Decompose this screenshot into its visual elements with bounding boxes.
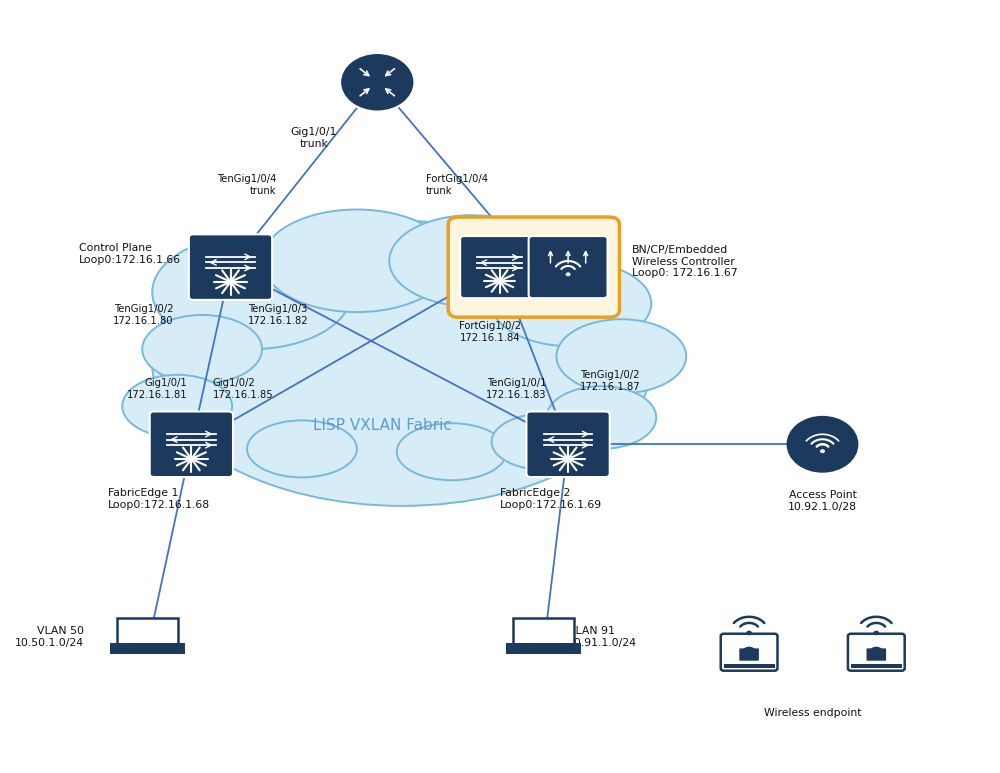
Ellipse shape <box>122 375 232 438</box>
Ellipse shape <box>152 235 352 349</box>
FancyBboxPatch shape <box>721 634 777 671</box>
FancyBboxPatch shape <box>526 411 610 477</box>
Text: TenGig1/0/2
172.16.1.87: TenGig1/0/2 172.16.1.87 <box>580 370 640 392</box>
Text: TenGig1/0/2
172.16.1.80: TenGig1/0/2 172.16.1.80 <box>113 304 174 325</box>
Text: VLAN 50
10.50.1.0/24: VLAN 50 10.50.1.0/24 <box>15 626 84 648</box>
FancyBboxPatch shape <box>506 643 581 654</box>
Text: FabricEdge 2
Loop0:172.16.1.69: FabricEdge 2 Loop0:172.16.1.69 <box>500 489 602 509</box>
Text: VLAN 91
10.91.1.0/24: VLAN 91 10.91.1.0/24 <box>568 626 637 648</box>
FancyBboxPatch shape <box>150 411 233 477</box>
Text: LISP VXLAN Fabric: LISP VXLAN Fabric <box>313 417 452 433</box>
FancyBboxPatch shape <box>189 234 272 300</box>
Text: FabricEdge 1
Loop0:172.16.1.68: FabricEdge 1 Loop0:172.16.1.68 <box>108 489 210 509</box>
Text: TenGig1/0/1
172.16.1.83: TenGig1/0/1 172.16.1.83 <box>486 378 547 400</box>
Text: TenGig1/0/3
172.16.1.82: TenGig1/0/3 172.16.1.82 <box>248 304 309 325</box>
FancyBboxPatch shape <box>110 643 185 654</box>
Text: FortGig1/0/4
trunk: FortGig1/0/4 trunk <box>426 174 488 196</box>
Text: Access Point
10.92.1.0/28: Access Point 10.92.1.0/28 <box>788 491 857 512</box>
Ellipse shape <box>556 319 686 393</box>
FancyBboxPatch shape <box>848 634 905 671</box>
Text: TenGig1/0/4
trunk: TenGig1/0/4 trunk <box>217 174 276 196</box>
Ellipse shape <box>389 215 554 306</box>
FancyBboxPatch shape <box>739 649 759 661</box>
Ellipse shape <box>546 386 656 449</box>
FancyBboxPatch shape <box>117 618 178 644</box>
Ellipse shape <box>492 414 601 470</box>
Text: Gig1/0/1
172.16.1.81: Gig1/0/1 172.16.1.81 <box>127 378 187 400</box>
Text: BN/CP/Embedded
Wireless Controller
Loop0: 172.16.1.67: BN/CP/Embedded Wireless Controller Loop0… <box>632 245 737 278</box>
Text: Gig1/0/1
trunk: Gig1/0/1 trunk <box>290 127 337 148</box>
Ellipse shape <box>142 315 262 383</box>
Ellipse shape <box>152 221 651 506</box>
Ellipse shape <box>262 209 452 312</box>
FancyBboxPatch shape <box>851 663 902 669</box>
Ellipse shape <box>492 261 651 346</box>
Ellipse shape <box>247 421 357 478</box>
FancyBboxPatch shape <box>513 618 574 644</box>
FancyBboxPatch shape <box>448 217 619 317</box>
FancyBboxPatch shape <box>460 236 539 298</box>
Circle shape <box>787 417 858 472</box>
Text: FortGig1/0/2
172.16.1.84: FortGig1/0/2 172.16.1.84 <box>459 321 521 342</box>
FancyBboxPatch shape <box>529 236 608 298</box>
Text: Gig1/0/2
172.16.1.85: Gig1/0/2 172.16.1.85 <box>213 378 274 400</box>
Circle shape <box>340 53 414 111</box>
Circle shape <box>566 272 571 276</box>
Text: Wireless endpoint: Wireless endpoint <box>764 708 861 718</box>
Circle shape <box>746 631 752 635</box>
Circle shape <box>820 449 825 453</box>
Ellipse shape <box>397 424 507 480</box>
Circle shape <box>873 631 879 635</box>
Text: Control Plane
Loop0:172.16.1.66: Control Plane Loop0:172.16.1.66 <box>79 243 181 265</box>
FancyBboxPatch shape <box>867 649 886 661</box>
FancyBboxPatch shape <box>724 663 775 669</box>
